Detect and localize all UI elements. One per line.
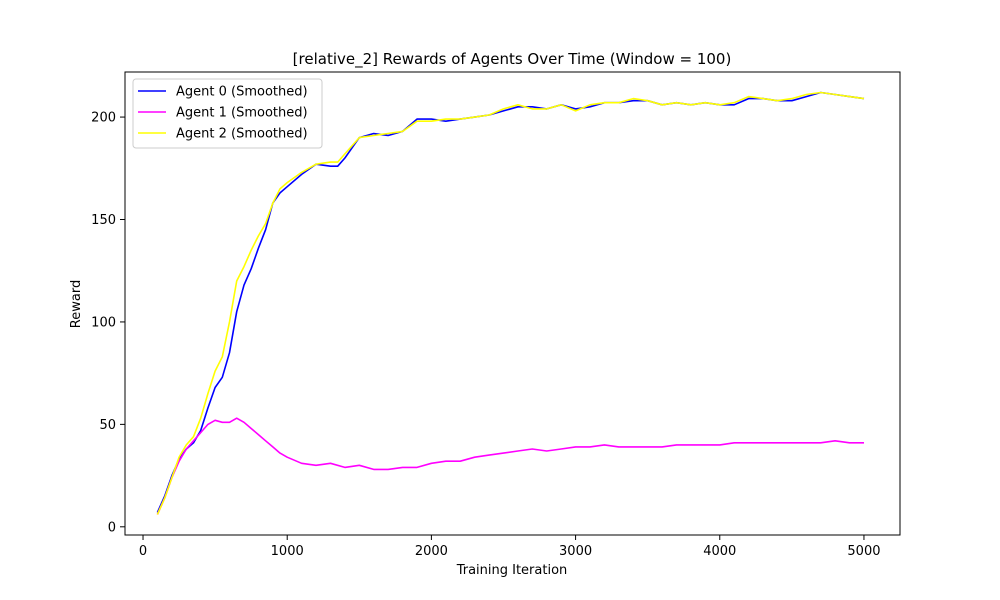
legend-box	[132, 78, 323, 149]
x-axis-label: Training Iteration	[456, 563, 568, 578]
y-tick-label: 0	[108, 520, 116, 535]
x-tick-label: 2000	[415, 544, 448, 559]
legend-label: Agent 2 (Smoothed)	[176, 127, 308, 142]
y-axis-label: Reward	[69, 280, 84, 328]
y-axis: 0 50 100 150 200	[91, 111, 125, 535]
legend-label: Agent 0 (Smoothed)	[176, 85, 308, 100]
legend: Agent 0 (Smoothed) Agent 1 (Smoothed) Agen…	[132, 78, 323, 149]
series-line-agent-1	[156, 417, 864, 515]
x-tick-label: 5000	[847, 544, 880, 559]
y-tick-label: 100	[91, 315, 116, 330]
chart-title: [relative_2] Rewards of Agents Over Time…	[293, 50, 732, 69]
series-layer	[156, 91, 865, 515]
y-tick-label: 200	[91, 111, 116, 126]
x-tick-label: 0	[139, 544, 147, 559]
x-axis: 0 1000 2000 3000 4000 5000	[139, 535, 881, 559]
plot-frame	[124, 71, 901, 536]
x-tick-label: 3000	[559, 544, 592, 559]
legend-label: Agent 1 (Smoothed)	[176, 106, 308, 121]
y-tick-label: 50	[99, 418, 116, 433]
y-tick-label: 150	[91, 213, 116, 228]
x-tick-label: 4000	[703, 544, 736, 559]
x-tick-label: 1000	[271, 544, 304, 559]
series-line-agent-2	[156, 91, 865, 515]
